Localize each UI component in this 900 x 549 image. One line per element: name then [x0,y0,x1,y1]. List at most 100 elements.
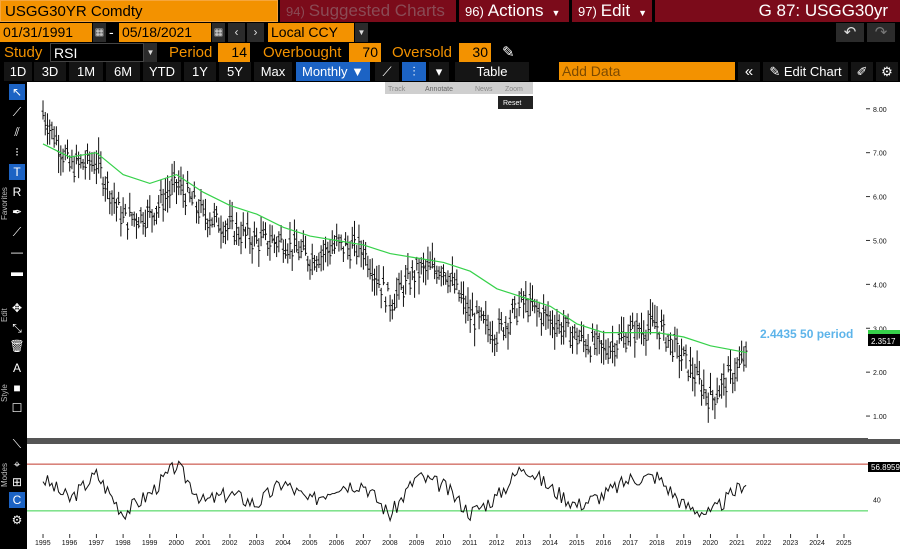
fill-color-icon[interactable]: ■ [13,381,21,395]
text-tool-icon[interactable]: T [9,164,25,180]
prev-arrow-icon[interactable]: ‹ [228,23,245,42]
brush-icon[interactable]: ⟋ [12,225,22,239]
y-tick-label: 5.00 [873,238,887,245]
period-field[interactable]: 14 [218,43,250,62]
oversold-label: Oversold [392,44,453,61]
price-axis-bg [868,82,900,439]
x-tick-label: 1998 [115,540,131,547]
period-tab-1m[interactable]: 1M [69,62,103,81]
rsi-last-tag [868,462,900,472]
edit-chart-label: Edit Chart [783,64,842,79]
measure-icon[interactable]: ⟍ [12,437,22,451]
actions-caret-icon: ▼ [551,8,561,18]
edit-label: Edit [600,1,631,20]
pencil-icon[interactable]: ✎ [502,44,515,61]
period-tab-max[interactable]: Max [254,62,292,81]
frequency-select[interactable]: Monthly ▼ [296,62,370,81]
line-tool-icon[interactable]: — [11,245,23,259]
edit-chart-button[interactable]: ✎ Edit Chart [763,62,848,81]
magnet-icon[interactable]: ⤡ [12,321,22,335]
trendline-icon[interactable]: ⟋ [12,105,22,119]
ticker-field[interactable]: USGG30YR Comdty [0,0,278,22]
period-tab-6m[interactable]: 6M [106,62,140,81]
x-tick-label: 2020 [702,540,718,547]
x-tick-label: 1995 [35,540,51,547]
annotate-button[interactable]: Annotate [425,86,453,93]
rsi-tick-label: 40 [873,497,881,504]
oversold-field[interactable]: 30 [459,43,491,62]
channel-icon[interactable]: ⫽ [14,125,20,139]
bar-chart-icon[interactable]: ⫶ [402,62,426,81]
actions-num: 96) [465,4,484,19]
settings-gear-icon[interactable]: ⚙ [876,62,898,81]
actions-menu[interactable]: 96) Actions ▼ [459,0,569,22]
trash-icon[interactable]: 🗑 [9,339,25,353]
mode-icon[interactable]: C [9,492,25,508]
rsi-line [42,460,747,523]
x-tick-label: 2001 [195,540,211,547]
ruler-icon[interactable]: R [12,185,22,199]
snap-icon[interactable]: ⊞ [11,475,23,489]
toolbar-settings-icon[interactable]: ⚙ [11,513,23,527]
add-data-input[interactable]: Add Data [559,62,735,80]
suggested-charts-menu[interactable]: 94) Suggested Charts [280,0,456,22]
y-tick-label: 2.00 [873,370,887,377]
x-tick-label: 2008 [382,540,398,547]
chart-type-dropdown-icon[interactable]: ▾ [429,62,449,81]
period-tab-ytd[interactable]: YTD [143,62,181,81]
undo-icon[interactable]: ↶ [836,23,864,42]
reset-button[interactable]: Reset [503,100,521,107]
period-tab-5y[interactable]: 5Y [219,62,251,81]
x-tick-label: 2012 [489,540,505,547]
x-tick-label: 2013 [516,540,532,547]
panel-divider[interactable] [27,438,900,444]
pen-icon[interactable]: ✒ [11,205,23,219]
crosshair-icon[interactable]: ⌖ [13,457,21,471]
study-select[interactable]: RSI [50,43,144,62]
suggested-num: 94) [286,4,305,19]
x-tick-label: 2017 [622,540,638,547]
x-tick-label: 2014 [542,540,558,547]
next-arrow-icon[interactable]: › [247,23,264,42]
y-tick-label: 7.00 [873,151,887,158]
overbought-field[interactable]: 70 [349,43,381,62]
move-icon[interactable]: ✥ [11,301,23,315]
collapse-icon[interactable]: « [738,62,760,81]
currency-select[interactable]: Local CCY [268,23,354,42]
x-tick-label: 1996 [62,540,78,547]
edit-icon[interactable]: ✐ [851,62,873,81]
redo-icon[interactable]: ↷ [867,23,895,42]
edit-menu[interactable]: 97) Edit ▼ [572,0,652,22]
price-panel-bg [27,82,868,439]
zoom-button[interactable]: Zoom [505,86,523,93]
table-button[interactable]: Table [455,62,529,81]
currency-dropdown-icon[interactable]: ▼ [355,23,368,42]
cursor-icon[interactable]: ↖ [9,84,25,100]
y-tick-label: 3.00 [873,326,887,333]
start-calendar-icon[interactable]: ▦ [93,23,106,42]
reset-button-bg[interactable] [498,96,533,109]
x-axis-bg [27,534,900,549]
line-chart-icon[interactable]: ⟋ [375,62,399,81]
period-tab-1d[interactable]: 1D [4,62,32,81]
rect-tool-icon[interactable]: ▬ [11,265,23,279]
rsi-panel-bg [27,444,868,534]
period-tab-1y[interactable]: 1Y [184,62,216,81]
font-icon[interactable]: A [12,361,21,375]
track-button[interactable]: Track [388,86,406,93]
edit-num: 97) [578,4,597,19]
study-dropdown-icon[interactable]: ▼ [144,43,157,62]
end-calendar-icon[interactable]: ▦ [212,23,225,42]
period-tab-3d[interactable]: 3D [34,62,66,81]
zoom-toolbar [385,82,533,94]
actions-label: Actions [487,1,544,20]
y-tick-label: 4.00 [873,282,887,289]
line-style-icon[interactable]: ☐ [11,401,23,415]
news-button[interactable]: News [475,86,493,93]
x-tick-label: 2023 [783,540,799,547]
end-date-field[interactable]: 05/18/2021 [119,23,211,42]
start-date-field[interactable]: 01/31/1991 [0,23,92,42]
rsi-axis-bg [868,444,900,534]
fibonacci-icon[interactable]: ⁝ [15,145,19,159]
